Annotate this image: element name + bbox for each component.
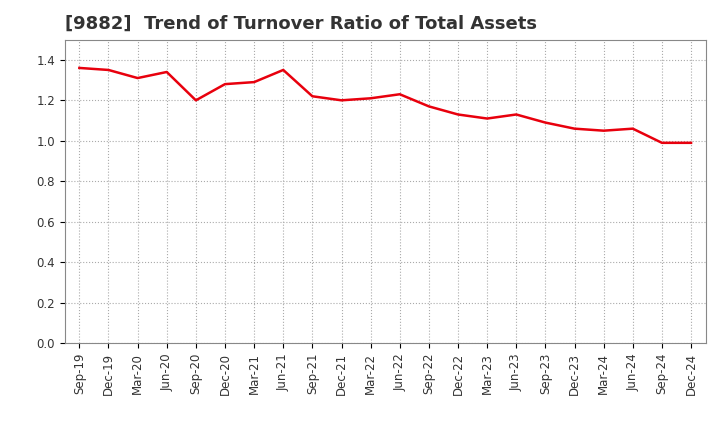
Text: [9882]  Trend of Turnover Ratio of Total Assets: [9882] Trend of Turnover Ratio of Total … (65, 15, 537, 33)
